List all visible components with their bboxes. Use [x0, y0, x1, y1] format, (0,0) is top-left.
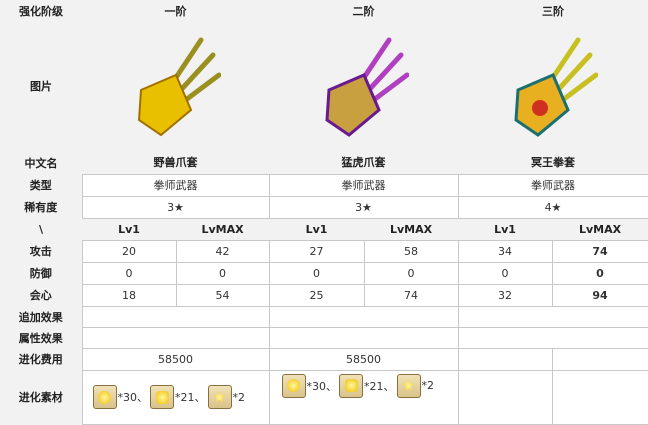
label-extra: 追加效果 — [0, 306, 82, 327]
attr-3 — [457, 326, 648, 349]
cost-1: 58500 — [81, 347, 270, 371]
crit-value: 32 — [457, 283, 553, 307]
def-value: 0 — [551, 261, 648, 285]
crit-value: 74 — [363, 283, 459, 307]
star-crystal-icon[interactable] — [396, 373, 421, 398]
extra-1 — [81, 305, 270, 328]
def-value: 0 — [81, 261, 177, 285]
extra-2 — [268, 305, 459, 328]
crit-value: 54 — [175, 283, 270, 307]
crit-value: 18 — [81, 283, 177, 307]
material-count: *2 — [232, 390, 246, 404]
label-def: 防御 — [0, 262, 82, 284]
atk-value: 42 — [175, 239, 270, 263]
lv1-header: Lv1 — [458, 218, 552, 240]
material-count: *30、 — [117, 391, 149, 404]
label-crit: 会心 — [0, 284, 82, 306]
ore-icon[interactable] — [92, 385, 117, 409]
weapon-image-2 — [269, 21, 458, 151]
lvmax-header: LvMAX — [364, 218, 458, 240]
cost-3b — [551, 347, 648, 371]
rarity-1: 3★ — [81, 195, 270, 219]
stage-3: 三阶 — [458, 0, 648, 21]
material-count: *2 — [421, 379, 435, 392]
extra-3 — [457, 305, 648, 328]
material-count: *21、 — [364, 379, 395, 393]
attr-1 — [81, 326, 270, 349]
atk-value: 27 — [268, 239, 365, 263]
type-3: 拳师武器 — [457, 173, 648, 197]
gem-icon[interactable] — [150, 385, 174, 409]
label-material: 进化素材 — [0, 370, 82, 424]
label-atk: 攻击 — [0, 240, 82, 262]
name-1: 野兽爪套 — [82, 151, 269, 174]
weapon-image-1 — [82, 21, 269, 151]
weapon-image-3 — [458, 21, 648, 151]
label-rarity: 稀有度 — [0, 196, 82, 218]
atk-value: 58 — [363, 239, 459, 263]
atk-value: 34 — [457, 239, 553, 263]
crit-value: 25 — [268, 283, 365, 307]
atk-value: 74 — [551, 239, 648, 263]
attr-2 — [268, 326, 459, 349]
material-count: *30、 — [306, 379, 338, 393]
def-value: 0 — [457, 261, 553, 285]
lv1-header: Lv1 — [269, 218, 364, 240]
label-name: 中文名 — [0, 151, 82, 174]
atk-value: 20 — [81, 239, 177, 263]
def-value: 0 — [363, 261, 459, 285]
name-2: 猛虎爪套 — [269, 151, 458, 174]
stage-2: 二阶 — [269, 0, 458, 21]
label-level: \ — [0, 218, 82, 240]
materials-3b — [551, 369, 648, 425]
label-image: 图片 — [0, 21, 82, 151]
cost-3a — [457, 347, 553, 371]
lvmax-header: LvMAX — [552, 218, 648, 240]
label-stage: 强化阶级 — [0, 0, 82, 21]
label-type: 类型 — [0, 174, 82, 196]
cost-2: 58500 — [268, 347, 459, 371]
type-2: 拳师武器 — [268, 173, 459, 197]
materials-3a — [457, 369, 553, 425]
ore-icon[interactable] — [281, 373, 306, 398]
lv1-header: Lv1 — [82, 218, 176, 240]
material-count: *21、 — [175, 391, 206, 404]
crit-value: 94 — [551, 283, 648, 307]
rarity-2: 3★ — [268, 195, 459, 219]
star-crystal-icon[interactable] — [207, 385, 232, 409]
gem-icon[interactable] — [339, 373, 363, 398]
lvmax-header: LvMAX — [176, 218, 269, 240]
type-1: 拳师武器 — [81, 173, 270, 197]
label-attr: 属性效果 — [0, 327, 82, 348]
rarity-3: 4★ — [457, 195, 648, 219]
materials-2: *30、 *21、 *2 — [268, 369, 459, 425]
stage-1: 一阶 — [82, 0, 269, 21]
name-3: 冥王拳套 — [458, 151, 648, 174]
def-value: 0 — [268, 261, 365, 285]
materials-1: *30、 *21、 *2 — [81, 369, 270, 425]
def-value: 0 — [175, 261, 270, 285]
label-cost: 进化费用 — [0, 348, 82, 370]
